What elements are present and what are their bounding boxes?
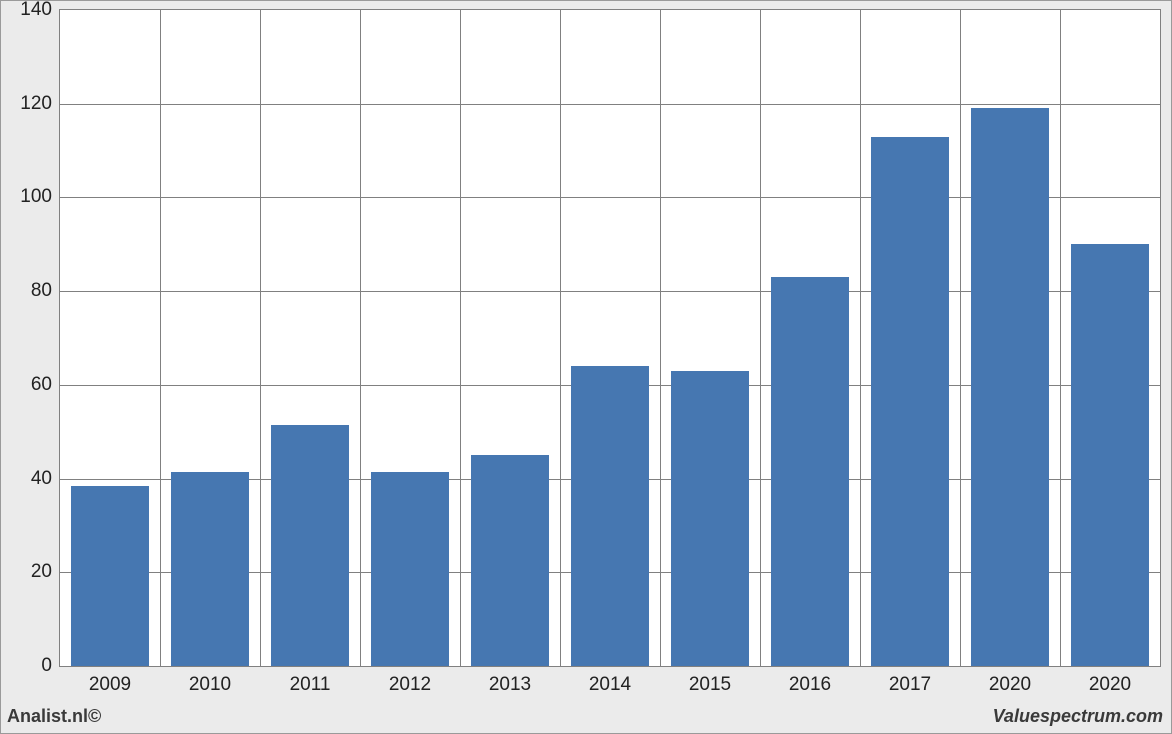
y-tick-label: 40	[31, 468, 52, 490]
x-tick-label: 2010	[189, 674, 231, 696]
y-tick-label: 20	[31, 561, 52, 583]
x-tick-label: 2020	[989, 674, 1031, 696]
x-tick-label: 2016	[789, 674, 831, 696]
x-tick-label: 2017	[889, 674, 931, 696]
x-tick-label: 2014	[589, 674, 631, 696]
bar	[171, 472, 249, 666]
x-tick-label: 2015	[689, 674, 731, 696]
plot-area: 0204060801001201402009201020112012201320…	[59, 9, 1161, 667]
bar	[871, 137, 949, 666]
gridline-v	[660, 10, 661, 666]
gridline-v	[460, 10, 461, 666]
y-tick-label: 60	[31, 374, 52, 396]
x-tick-label: 2020	[1089, 674, 1131, 696]
plot-wrapper: 0204060801001201402009201020112012201320…	[7, 7, 1165, 701]
gridline-v	[960, 10, 961, 666]
gridline-h	[60, 104, 1160, 105]
gridline-v	[1060, 10, 1061, 666]
y-tick-label: 140	[20, 0, 52, 21]
x-tick-label: 2012	[389, 674, 431, 696]
bar	[971, 108, 1049, 666]
gridline-v	[260, 10, 261, 666]
bar	[1071, 244, 1149, 666]
gridline-v	[760, 10, 761, 666]
x-tick-label: 2013	[489, 674, 531, 696]
y-tick-label: 120	[20, 93, 52, 115]
y-tick-label: 0	[41, 655, 52, 677]
bar	[671, 371, 749, 666]
bar	[71, 486, 149, 666]
bar	[771, 277, 849, 666]
attribution-right: Valuespectrum.com	[993, 706, 1163, 727]
x-tick-label: 2009	[89, 674, 131, 696]
gridline-v	[160, 10, 161, 666]
bar	[471, 455, 549, 666]
gridline-v	[560, 10, 561, 666]
gridline-v	[860, 10, 861, 666]
attribution-left: Analist.nl©	[7, 706, 101, 727]
x-tick-label: 2011	[290, 674, 331, 696]
y-tick-label: 80	[31, 280, 52, 302]
bar	[271, 425, 349, 666]
chart-frame: 0 20 40 60 80 100 120 140 2009 2010 2011 2012 2013 20…	[0, 0, 1172, 734]
bar	[371, 472, 449, 666]
gridline-v	[360, 10, 361, 666]
bar	[571, 366, 649, 666]
y-tick-label: 100	[20, 186, 52, 208]
